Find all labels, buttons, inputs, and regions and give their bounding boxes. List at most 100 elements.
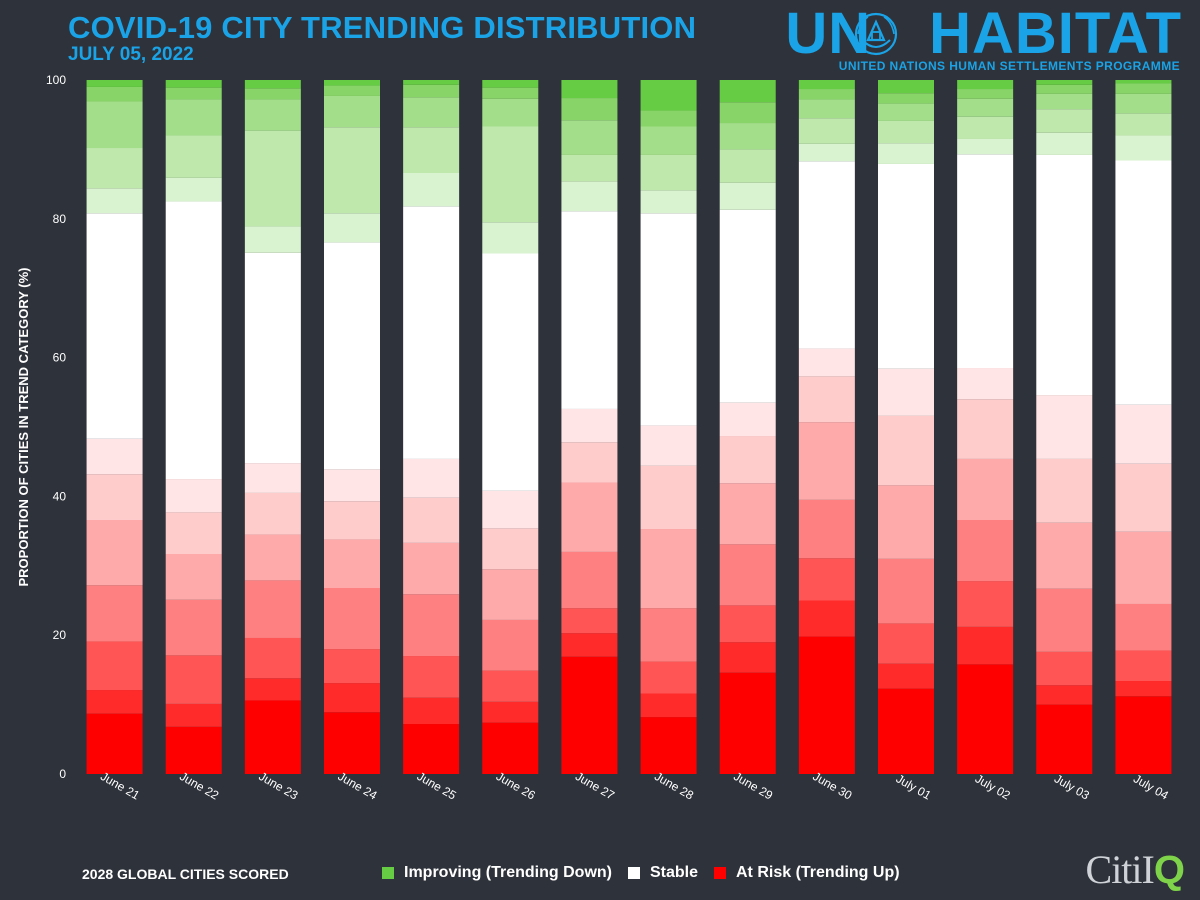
legend-swatch-improving xyxy=(382,867,394,879)
bar-segment xyxy=(1036,588,1093,652)
bar-segment xyxy=(957,154,1014,369)
bar-segment xyxy=(482,98,539,127)
bar-segment xyxy=(719,402,776,437)
brand-name: UN HABITAT xyxy=(785,4,1182,64)
bar-segment xyxy=(403,84,460,98)
bar-segment xyxy=(957,368,1014,400)
bar-segment xyxy=(798,499,855,559)
bar-segment xyxy=(1115,160,1172,405)
bar-segment xyxy=(719,149,776,183)
x-tick-label: July 01 xyxy=(894,771,934,802)
citiiq-logo-i: I xyxy=(1141,847,1155,892)
bar-segment xyxy=(798,143,855,162)
bar-segment xyxy=(1036,93,1093,110)
bar-segment xyxy=(878,120,934,144)
brand-subtitle: UNITED NATIONS HUMAN SETTLEMENTS PROGRAM… xyxy=(838,59,1180,73)
bar-segment xyxy=(561,120,618,155)
bar-segment xyxy=(403,542,460,595)
x-tick-label: June 22 xyxy=(177,769,221,803)
bar-segment xyxy=(86,213,143,439)
bar-segment xyxy=(957,80,1014,90)
bar-segment xyxy=(878,103,934,121)
bar-segment xyxy=(244,252,301,464)
x-tick-label: June 25 xyxy=(415,769,459,803)
bar-segment xyxy=(86,585,143,642)
bar-segment xyxy=(878,80,934,94)
bar-segment xyxy=(1036,80,1093,85)
bar-segment xyxy=(1115,650,1172,682)
bar-segment xyxy=(719,436,776,484)
bar-segment xyxy=(719,642,776,673)
bar-segment xyxy=(640,717,697,774)
bar-segment xyxy=(1115,113,1172,136)
bar-segment xyxy=(640,80,697,111)
bar-segment xyxy=(244,678,301,701)
bar-segment xyxy=(957,98,1014,117)
un-habitat-logo: UN HABITAT UNITED NATIONS HUMAN SETTLEMEN… xyxy=(782,4,1182,76)
bar-segment xyxy=(878,623,934,664)
bar-segment xyxy=(640,126,697,155)
bar-segment xyxy=(165,201,222,480)
bar-segment xyxy=(798,348,855,377)
bar-segment xyxy=(1115,80,1172,84)
citiiq-logo: CitiIQ xyxy=(1086,846,1185,893)
bar-segment xyxy=(957,664,1014,774)
bar-segment xyxy=(482,619,539,671)
bar-segment xyxy=(403,97,460,128)
bar-segment xyxy=(324,683,380,713)
legend-item-improving: Improving (Trending Down) xyxy=(382,864,612,882)
bar-segment xyxy=(482,528,539,570)
bar-segment xyxy=(482,701,539,723)
bar-segment xyxy=(1115,603,1172,651)
bar-segment xyxy=(878,415,934,486)
x-tick-label: June 23 xyxy=(256,769,300,803)
bar-segment xyxy=(957,399,1014,459)
bar-segment xyxy=(719,123,776,150)
bar-segment xyxy=(165,512,222,555)
legend-label-at-risk: At Risk (Trending Up) xyxy=(736,864,900,881)
bar-segment xyxy=(561,154,618,182)
bar-segment xyxy=(324,95,380,128)
bar-segment xyxy=(482,670,539,702)
bar-segment xyxy=(719,672,776,774)
bar-segment xyxy=(1036,522,1093,589)
bar-segment xyxy=(482,253,539,491)
bar-segment xyxy=(403,458,460,498)
y-axis-title: PROPORTION OF CITIES IN TREND CATEGORY (… xyxy=(16,268,31,587)
bar-segment xyxy=(640,190,697,214)
bar-segment xyxy=(957,116,1014,139)
bar-segment xyxy=(244,463,301,493)
bar-segment xyxy=(640,425,697,466)
bar-segment xyxy=(86,641,143,691)
bar-segment xyxy=(86,188,143,214)
bar-segment xyxy=(719,80,776,103)
bar-segment xyxy=(561,408,618,443)
bar-segment xyxy=(244,637,301,679)
bar-segment xyxy=(798,161,855,349)
bar-segment xyxy=(244,534,301,581)
bar-segment xyxy=(244,88,301,100)
x-tick-label: June 29 xyxy=(731,769,775,803)
bar-segment xyxy=(244,99,301,131)
cities-scored-label: 2028 GLOBAL CITIES SCORED xyxy=(82,866,289,882)
bar-segment xyxy=(482,222,539,254)
bar-segment xyxy=(86,713,143,774)
bar-segment xyxy=(482,490,539,529)
bar-segment xyxy=(798,376,855,423)
bar-segment xyxy=(1036,109,1093,133)
y-tick-label: 100 xyxy=(46,73,66,87)
bar-segment xyxy=(86,438,143,475)
bar-segment xyxy=(561,656,618,774)
bar-segment xyxy=(1036,132,1093,155)
bar-segment xyxy=(403,697,460,725)
citiiq-logo-q: Q xyxy=(1153,848,1185,892)
bar-segment xyxy=(324,213,380,243)
bar-segment xyxy=(86,86,143,102)
bar-segment xyxy=(561,442,618,483)
x-tick-label: June 30 xyxy=(810,769,854,803)
bar-segment xyxy=(482,80,539,88)
bar-segment xyxy=(244,580,301,638)
bar-segment xyxy=(561,482,618,552)
bar-segment xyxy=(165,80,222,88)
bar-segment xyxy=(324,649,380,684)
